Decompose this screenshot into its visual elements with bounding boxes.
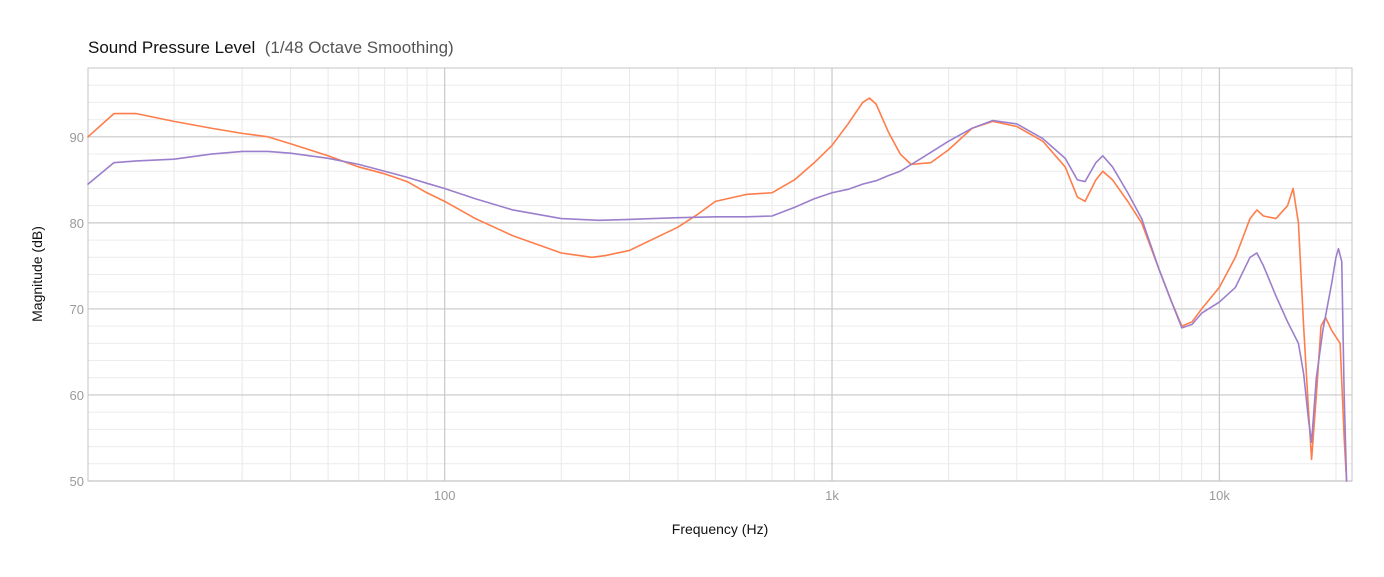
chart-title-main: Sound Pressure Level [88, 38, 255, 57]
y-tick-label: 60 [70, 388, 84, 403]
y-axis-ticks: 50 60 70 80 90 [70, 130, 84, 489]
y-tick-label: 50 [70, 474, 84, 489]
y-tick-label: 90 [70, 130, 84, 145]
x-axis-label: Frequency (Hz) [672, 521, 768, 537]
x-tick-label: 1k [825, 488, 839, 503]
series-layer [87, 97, 1348, 482]
chart-title-sub: (1/48 Octave Smoothing) [265, 38, 454, 57]
y-tick-label: 70 [70, 302, 84, 317]
chart-title: Sound Pressure Level (1/48 Octave Smooth… [88, 38, 454, 57]
x-tick-label: 100 [434, 488, 456, 503]
y-axis-label: Magnitude (dB) [29, 226, 45, 322]
plot-frame [87, 67, 1353, 482]
minor-gridlines [88, 67, 1352, 481]
series-line-2 [87, 119, 1348, 482]
x-tick-label: 10k [1209, 488, 1230, 503]
y-tick-label: 80 [70, 216, 84, 231]
x-axis-ticks: 100 1k 10k [434, 488, 1231, 503]
series-line-1 [87, 97, 1348, 482]
